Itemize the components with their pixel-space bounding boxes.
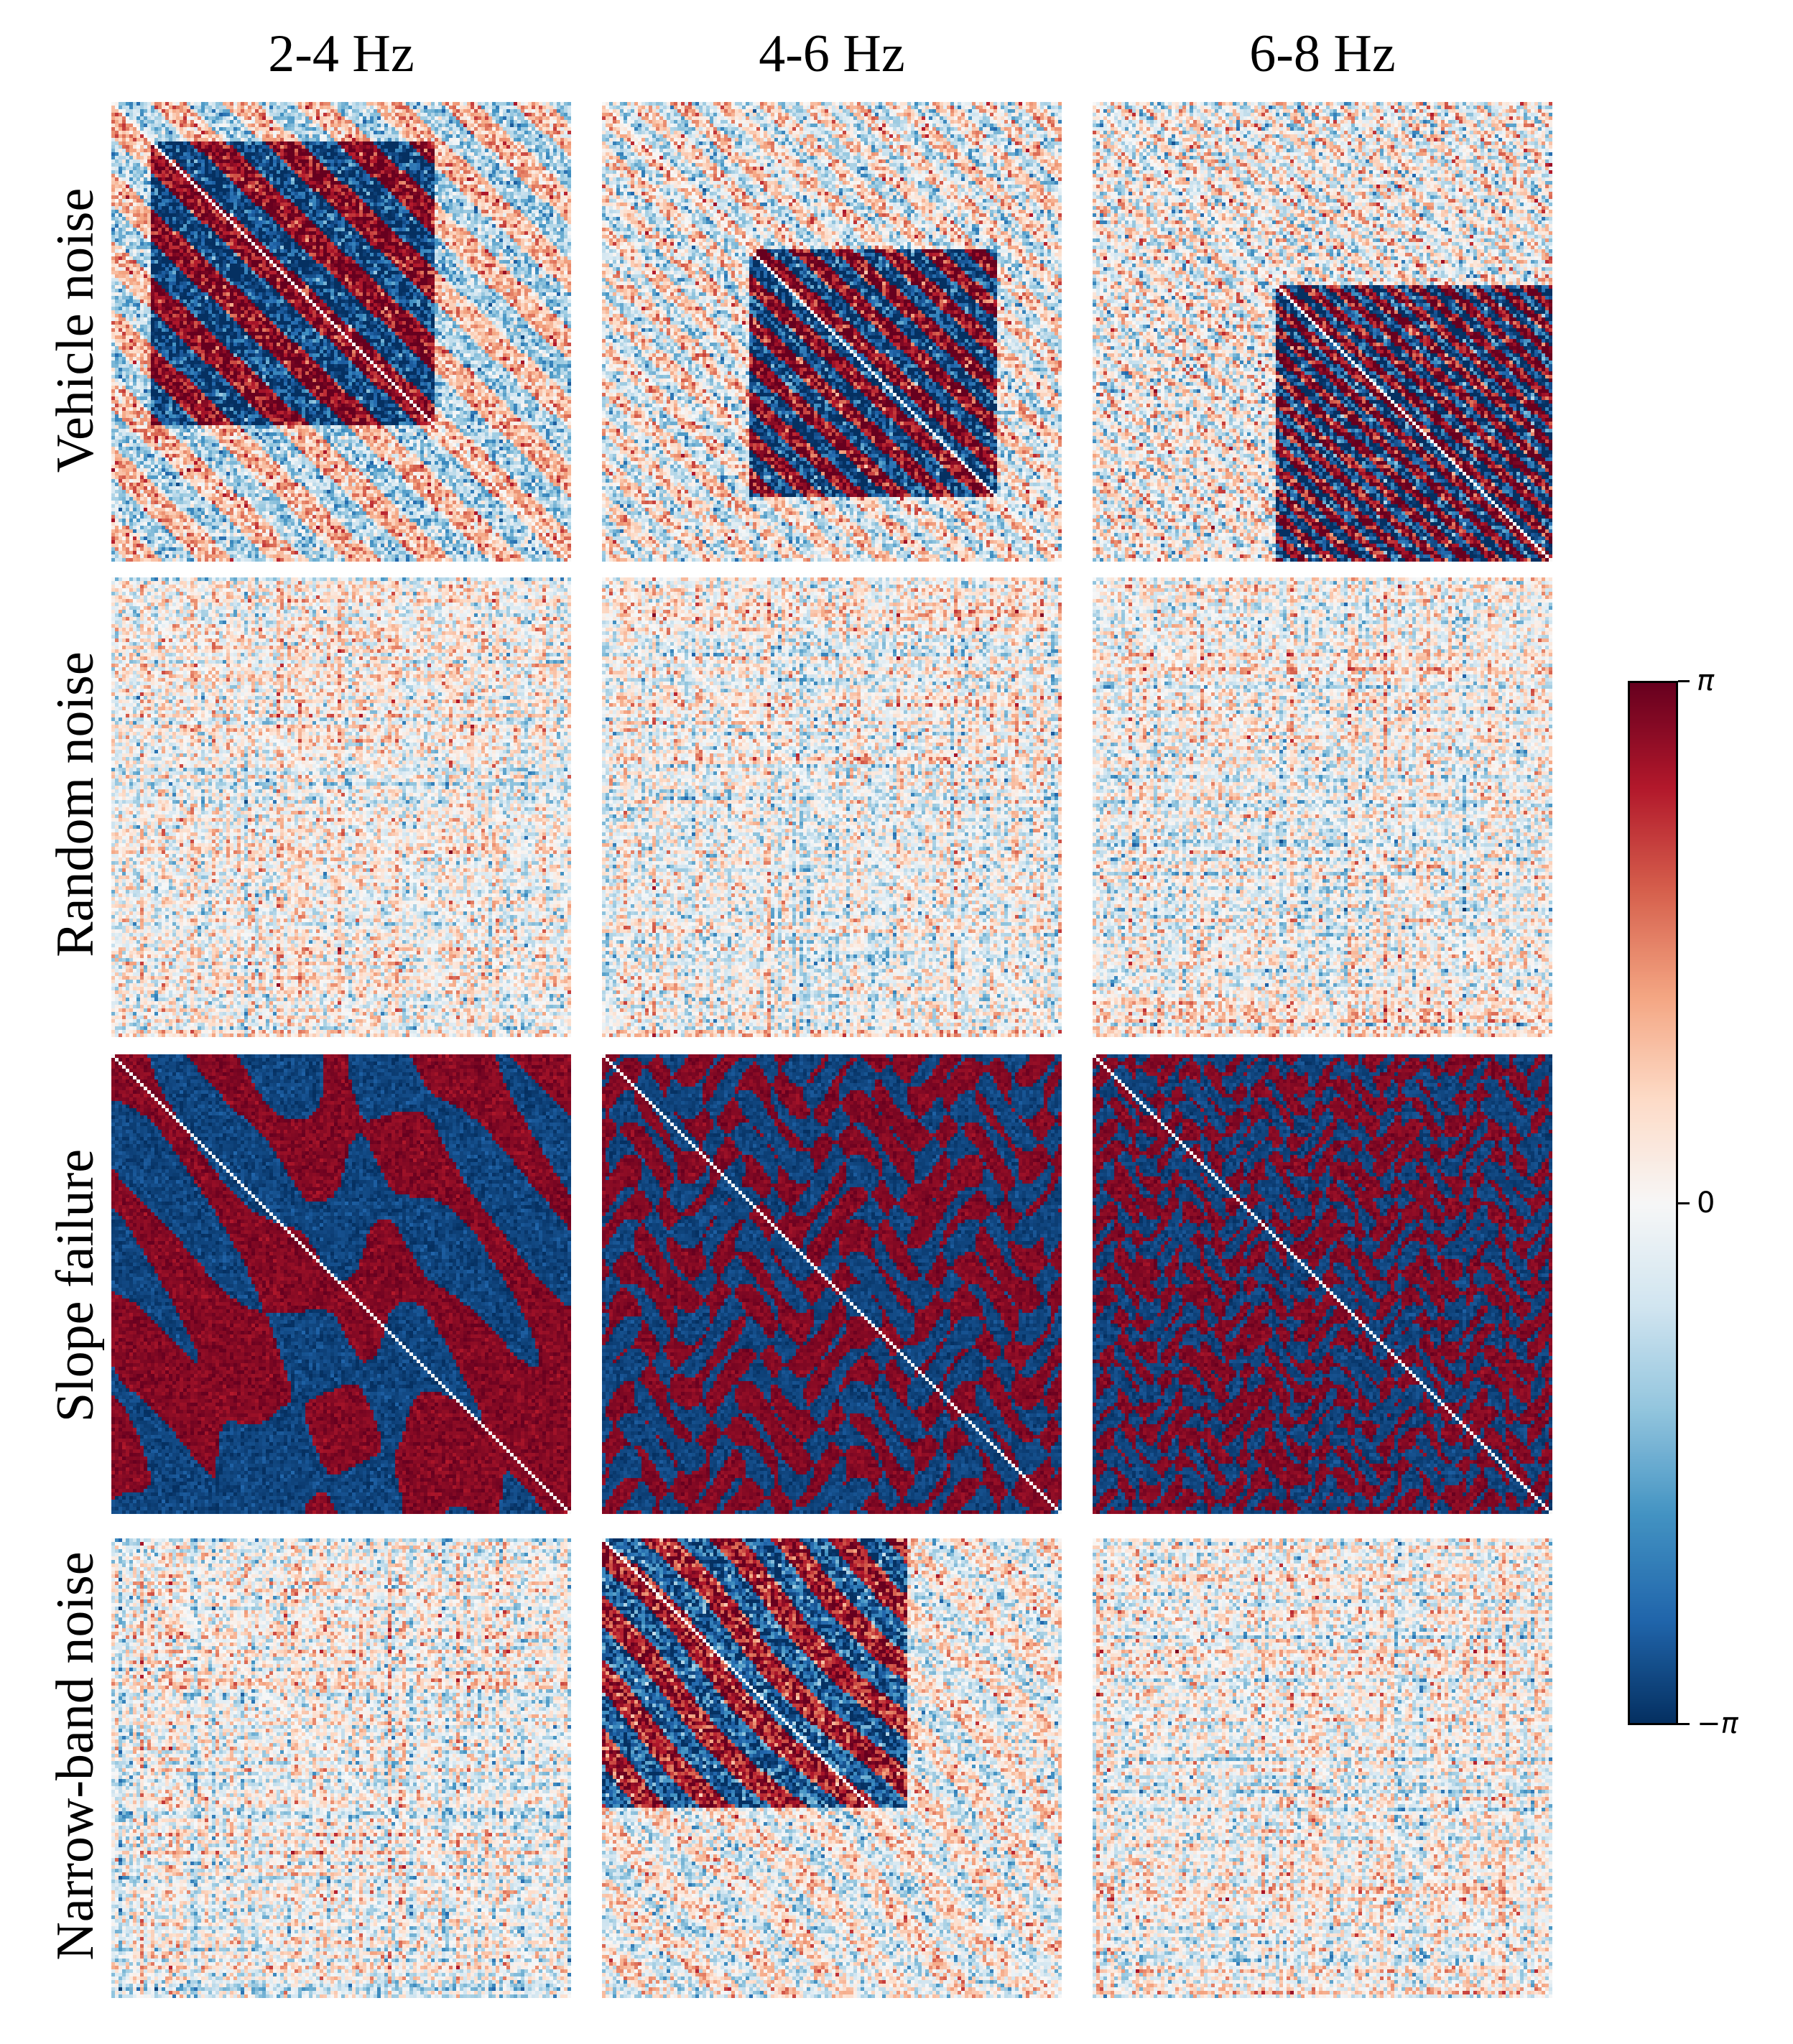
- heatmap-canvas: [1093, 577, 1552, 1037]
- row-label-slope-failure: Slope failure: [46, 1148, 105, 1423]
- heatmap-canvas: [602, 1538, 1062, 1998]
- row-label-vehicle-noise: Vehicle noise: [46, 187, 105, 473]
- colorbar-tick-top: [1678, 680, 1690, 682]
- heatmap-canvas: [1093, 102, 1552, 562]
- heatmap-random-4-6hz: [602, 577, 1062, 1037]
- column-title-6-8hz: 6-8 Hz: [1249, 24, 1396, 83]
- heatmap-canvas: [1093, 1538, 1552, 1998]
- colorbar-frame: [1628, 681, 1678, 1725]
- column-title-4-6hz: 4-6 Hz: [759, 24, 905, 83]
- heatmap-canvas: [602, 1054, 1062, 1514]
- heatmap-vehicle-6-8hz: [1093, 102, 1552, 562]
- row-label-narrow-band-noise: Narrow-band noise: [46, 1551, 105, 1961]
- heatmap-canvas: [111, 577, 571, 1037]
- colorbar-label-minus-pi: −π: [1697, 1707, 1738, 1740]
- heatmap-random-6-8hz: [1093, 577, 1552, 1037]
- colorbar-gradient: [1628, 681, 1678, 1725]
- heatmap-vehicle-2-4hz: [111, 102, 571, 562]
- heatmap-canvas: [602, 102, 1062, 562]
- heatmap-canvas: [111, 1054, 571, 1514]
- heatmap-canvas: [111, 1538, 571, 1998]
- colorbar-tick-bottom: [1678, 1723, 1690, 1725]
- heatmap-slope-6-8hz: [1093, 1054, 1552, 1514]
- heatmap-canvas: [602, 577, 1062, 1037]
- heatmap-narrowband-6-8hz: [1093, 1538, 1552, 1998]
- colorbar-label-zero: 0: [1697, 1186, 1715, 1220]
- colorbar-label-pi: π: [1697, 664, 1715, 697]
- heatmap-random-2-4hz: [111, 577, 571, 1037]
- heatmap-vehicle-4-6hz: [602, 102, 1062, 562]
- column-title-2-4hz: 2-4 Hz: [268, 24, 414, 83]
- colorbar-tick-mid: [1678, 1202, 1690, 1204]
- row-label-random-noise: Random noise: [46, 651, 105, 957]
- heatmap-canvas: [111, 102, 571, 562]
- heatmap-narrowband-4-6hz: [602, 1538, 1062, 1998]
- heatmap-narrowband-2-4hz: [111, 1538, 571, 1998]
- heatmap-slope-4-6hz: [602, 1054, 1062, 1514]
- heatmap-canvas: [1093, 1054, 1552, 1514]
- heatmap-slope-2-4hz: [111, 1054, 571, 1514]
